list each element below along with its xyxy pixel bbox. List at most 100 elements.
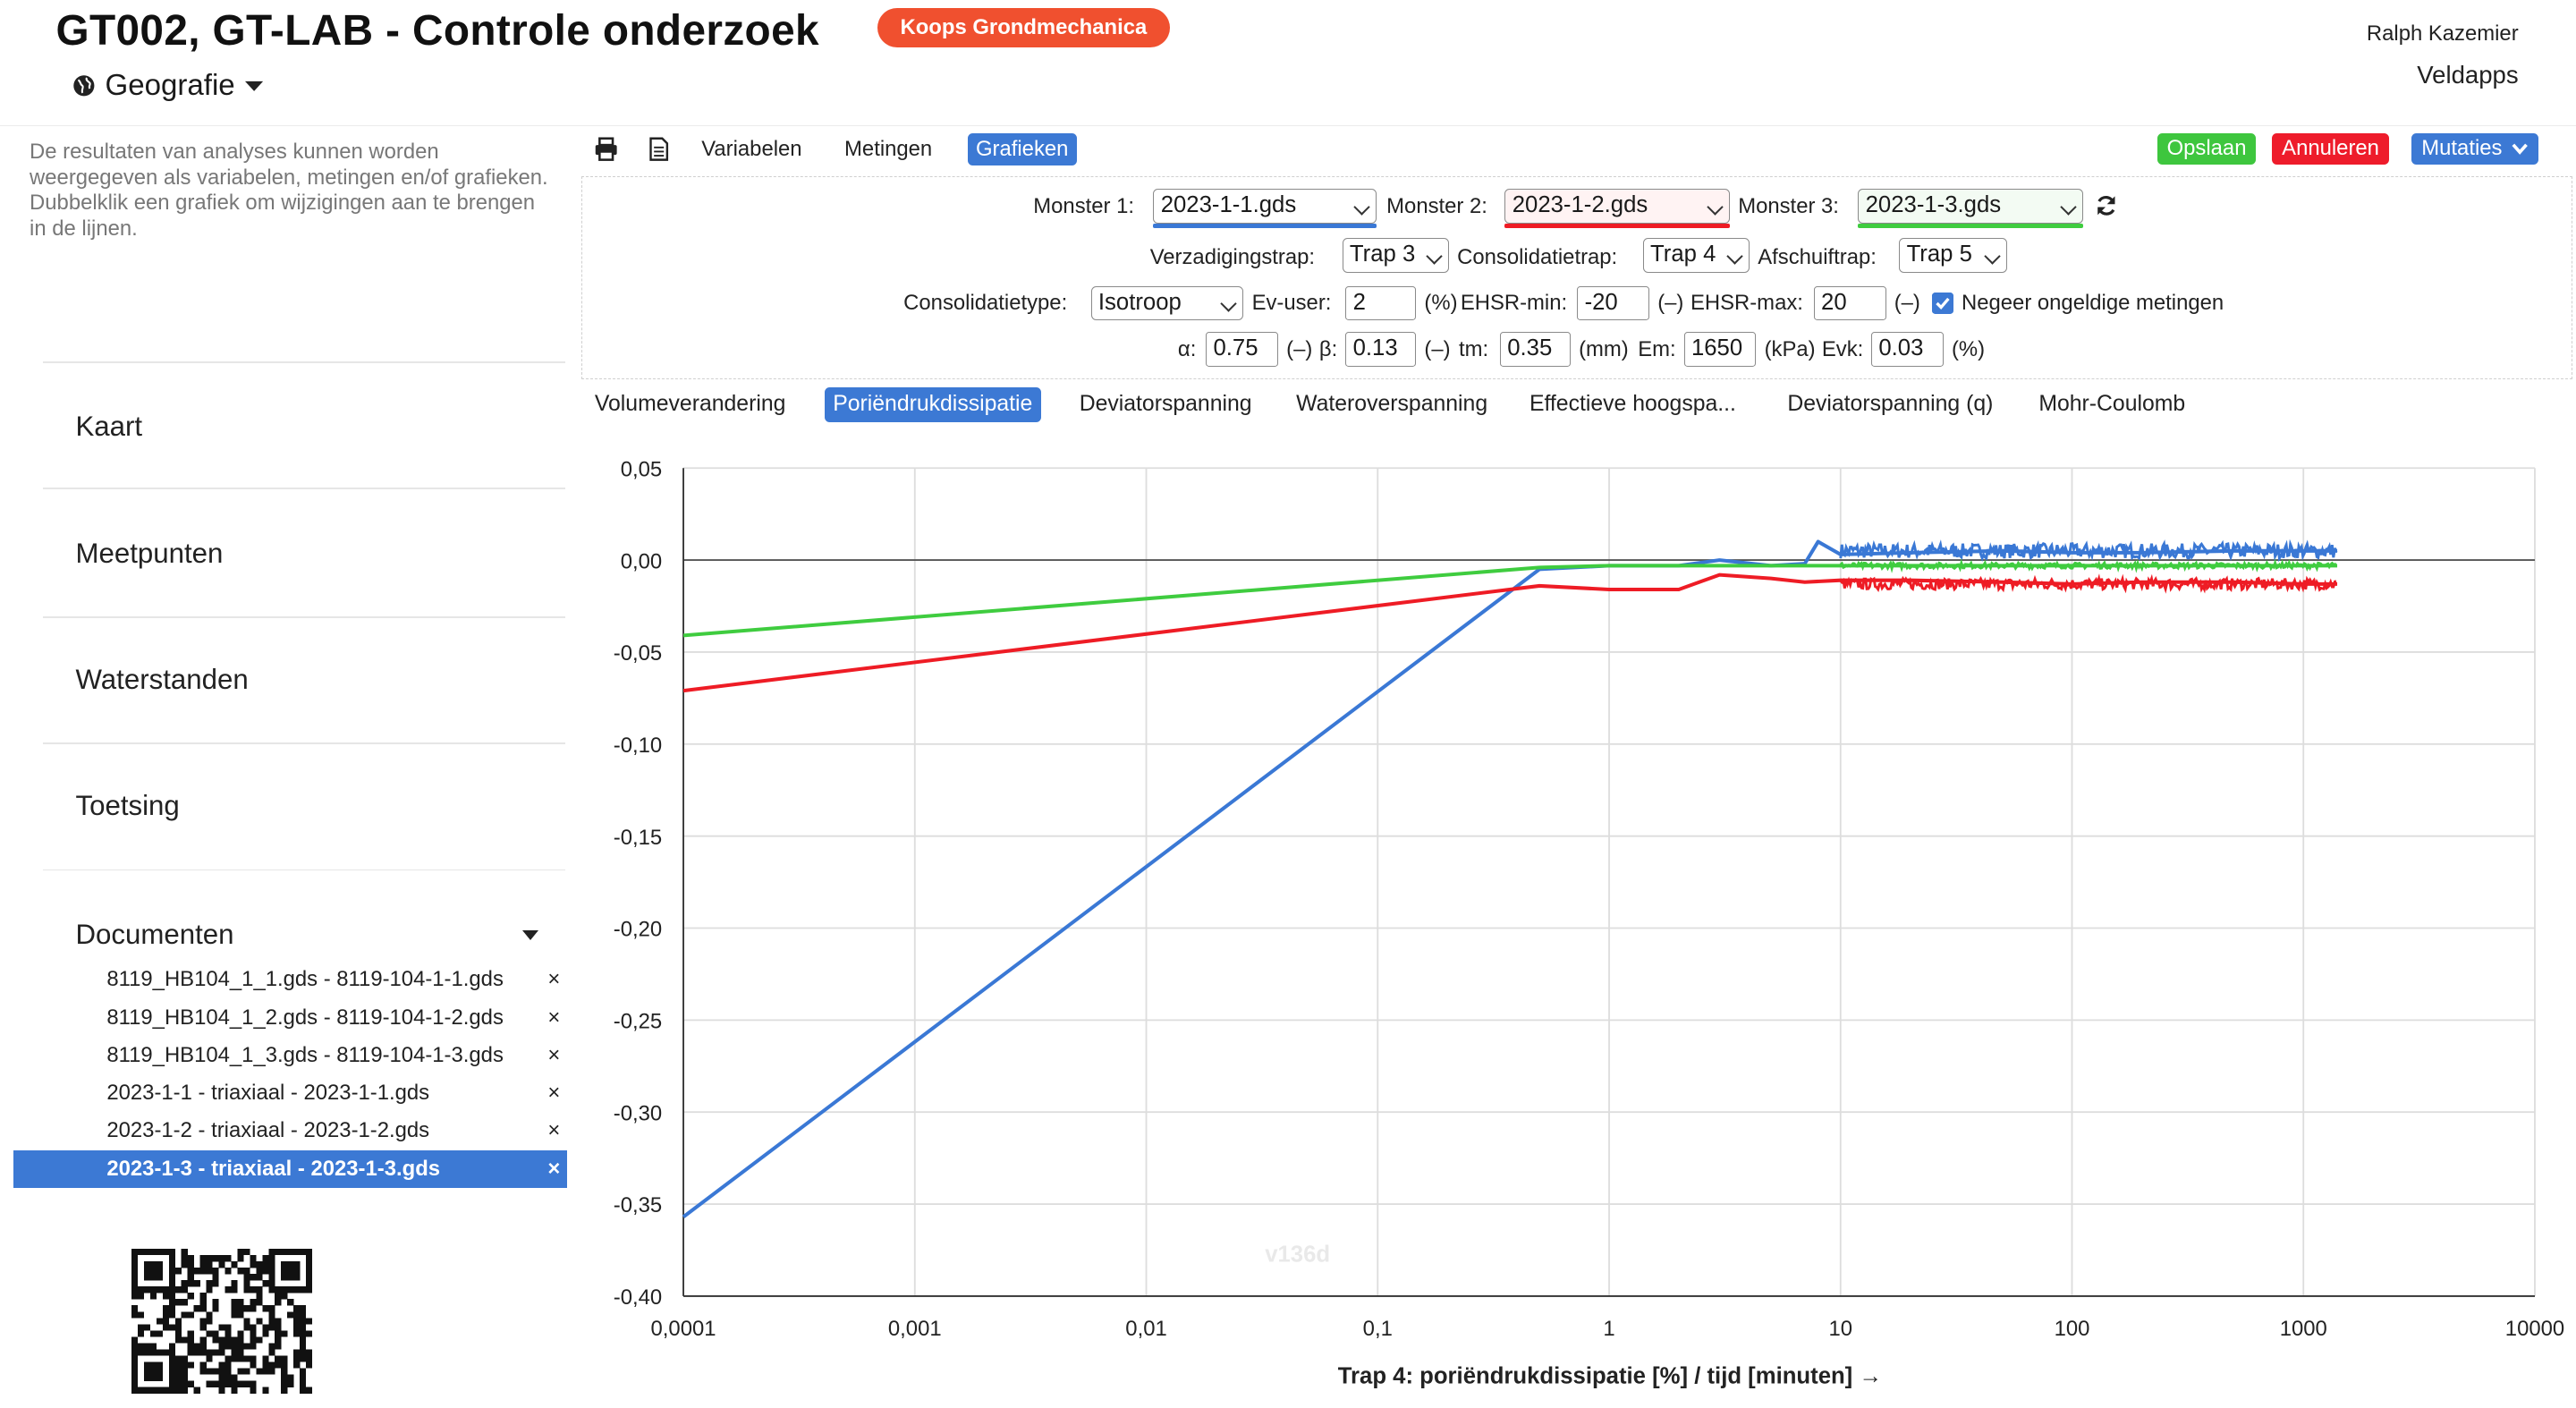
qr-code <box>131 1248 312 1394</box>
user-name[interactable]: Ralph Kazemier <box>2366 21 2519 46</box>
saturation-value: Trap 3 <box>1349 242 1416 267</box>
saturation-select[interactable]: Trap 3 <box>1342 238 1449 273</box>
chart-tab-effectieve-hoogspanning[interactable]: Effectieve hoogspa... <box>1529 392 1736 417</box>
remove-document-icon[interactable]: × <box>547 967 561 992</box>
chart-tab-deviatorspanning[interactable]: Deviatorspanning <box>1079 392 1252 417</box>
geografie-dropdown[interactable]: Geografie <box>72 69 263 103</box>
beta-input[interactable]: 0.13 <box>1345 332 1417 367</box>
globe-icon <box>73 75 95 97</box>
chart-tab-volumeverandering[interactable]: Volumeverandering <box>594 392 786 417</box>
nav-item-kaart[interactable]: Kaart <box>75 411 143 443</box>
y-tick-label: -0,20 <box>614 918 662 942</box>
shear-value: Trap 5 <box>1906 242 1972 267</box>
document-item[interactable]: 8119_HB104_1_3.gds - 8119-104-1-3.gds × <box>13 1037 567 1074</box>
series-2-noise <box>1839 573 2337 594</box>
ignore-invalid-label: Negeer ongeldige metingen <box>1962 291 2224 316</box>
document-label: 8119_HB104_1_2.gds - 8119-104-1-2.gds <box>106 1005 504 1030</box>
x-axis-title: Trap 4: poriëndrukdissipatie [%] / tijd … <box>1338 1363 1882 1388</box>
monster3-color-indicator <box>1858 223 2083 229</box>
ignore-invalid-checkbox[interactable] <box>1931 292 1953 314</box>
tab-variabelen[interactable]: Variabelen <box>701 136 802 161</box>
document-list: 8119_HB104_1_1.gds - 8119-104-1-1.gds × … <box>13 961 567 1188</box>
geografie-label: Geografie <box>105 69 235 103</box>
chart-tab-poriendrukdissipatie[interactable]: Poriëndrukdissipatie <box>825 387 1041 423</box>
remove-document-icon[interactable]: × <box>547 1081 561 1106</box>
y-tick-label: -0,15 <box>614 826 662 850</box>
em-unit: (kPa) <box>1764 336 1816 361</box>
ehsr-max-label: EHSR-max: <box>1690 291 1803 316</box>
remove-document-icon[interactable]: × <box>547 1042 561 1067</box>
consolidation-select[interactable]: Trap 4 <box>1642 238 1750 273</box>
document-label: 2023-1-2 - triaxiaal - 2023-1-2.gds <box>106 1118 430 1143</box>
tab-grafieken[interactable]: Grafieken <box>967 132 1077 166</box>
evk-input[interactable]: 0.03 <box>1871 332 1944 367</box>
y-tick-label: -0,25 <box>614 1010 662 1034</box>
nav-item-documenten[interactable]: Documenten <box>75 918 234 950</box>
monster3-label: Monster 3: <box>1738 193 1839 218</box>
ehsr-max-input[interactable]: 20 <box>1813 285 1886 321</box>
y-tick-label: -0,35 <box>614 1193 662 1217</box>
nav-divider <box>42 361 565 363</box>
pore-pressure-chart[interactable]: v136d 0,0001 0,001 0,01 0,1 1 10 100 1000 10000 0… <box>583 430 2576 1408</box>
monster1-select[interactable]: 2023-1-1.gds <box>1153 189 1377 224</box>
remove-document-icon[interactable]: × <box>547 1156 561 1181</box>
app-link[interactable]: Veldapps <box>2417 60 2519 89</box>
document-icon[interactable] <box>646 136 672 162</box>
nav-divider <box>42 742 565 745</box>
documents-collapse-icon[interactable] <box>522 929 539 940</box>
x-tick-label: 10 <box>1828 1317 1852 1341</box>
monster2-select[interactable]: 2023-1-2.gds <box>1504 189 1731 224</box>
tm-label: tm: <box>1458 336 1489 361</box>
tm-unit: (mm) <box>1579 336 1629 361</box>
refresh-icon[interactable] <box>2095 194 2118 217</box>
series-2-line <box>682 573 2338 693</box>
nav-divider <box>42 488 565 490</box>
y-tick-label: -0,05 <box>614 641 662 666</box>
document-label: 8119_HB104_1_1.gds - 8119-104-1-1.gds <box>106 967 504 992</box>
ev-user-unit: (%) <box>1424 291 1458 316</box>
monster3-select[interactable]: 2023-1-3.gds <box>1858 189 2083 224</box>
monster1-value: 2023-1-1.gds <box>1160 192 1297 218</box>
evk-unit: (%) <box>1951 336 1986 361</box>
remove-document-icon[interactable]: × <box>547 1118 561 1143</box>
nav-item-meetpunten[interactable]: Meetpunten <box>75 537 224 569</box>
x-tick-label: 1000 <box>2280 1317 2327 1341</box>
document-label: 2023-1-3 - triaxiaal - 2023-1-3.gds <box>106 1156 441 1181</box>
monster2-color-indicator <box>1504 223 1731 229</box>
tab-metingen[interactable]: Metingen <box>844 136 933 161</box>
consolidation-value: Trap 4 <box>1650 242 1716 267</box>
document-item-selected[interactable]: 2023-1-3 - triaxiaal - 2023-1-3.gds × <box>13 1149 567 1188</box>
nav-item-toetsing[interactable]: Toetsing <box>75 790 180 822</box>
print-icon[interactable] <box>593 136 619 162</box>
em-input[interactable]: 1650 <box>1683 332 1757 367</box>
chart-tab-deviatorspanning-q[interactable]: Deviatorspanning (q) <box>1787 392 1994 417</box>
organization-badge: Koops Grondmechanica <box>877 8 1170 48</box>
chart-tab-mohr-coulomb[interactable]: Mohr-Coulomb <box>2038 392 2186 417</box>
x-tick-label: 0,01 <box>1125 1317 1166 1341</box>
monster2-label: Monster 2: <box>1386 193 1487 218</box>
ehsr-min-input[interactable]: -20 <box>1577 285 1650 321</box>
monster3-value: 2023-1-3.gds <box>1865 192 2002 218</box>
document-label: 8119_HB104_1_3.gds - 8119-104-1-3.gds <box>106 1042 504 1067</box>
document-item[interactable]: 8119_HB104_1_2.gds - 8119-104-1-2.gds × <box>13 999 567 1037</box>
mutations-dropdown[interactable]: Mutaties <box>2411 132 2538 165</box>
x-tick-label: 1 <box>1603 1317 1614 1341</box>
page-title: GT002, GT-LAB - Controle onderzoek <box>55 7 819 55</box>
beta-unit: (–) <box>1424 336 1451 361</box>
chart-tab-wateroverspanning[interactable]: Wateroverspanning <box>1296 392 1488 417</box>
document-item[interactable]: 8119_HB104_1_1.gds - 8119-104-1-1.gds × <box>13 961 567 998</box>
nav-item-waterstanden[interactable]: Waterstanden <box>75 664 249 696</box>
document-item[interactable]: 2023-1-1 - triaxiaal - 2023-1-1.gds × <box>13 1074 567 1112</box>
consolidation-type-select[interactable]: Isotroop <box>1090 285 1244 321</box>
save-button[interactable]: Opslaan <box>2157 132 2257 165</box>
document-item[interactable]: 2023-1-2 - triaxiaal - 2023-1-2.gds × <box>13 1112 567 1149</box>
cancel-button[interactable]: Annuleren <box>2272 132 2389 165</box>
remove-document-icon[interactable]: × <box>547 1005 561 1030</box>
shear-select[interactable]: Trap 5 <box>1899 238 2008 273</box>
alpha-input[interactable]: 0.75 <box>1206 332 1278 367</box>
ev-user-input[interactable]: 2 <box>1345 285 1417 321</box>
mutations-label: Mutaties <box>2421 135 2503 160</box>
tm-input[interactable]: 0.35 <box>1499 332 1571 367</box>
document-label: 2023-1-1 - triaxiaal - 2023-1-1.gds <box>106 1081 430 1106</box>
saturation-label: Verzadigingstrap: <box>1149 244 1316 269</box>
